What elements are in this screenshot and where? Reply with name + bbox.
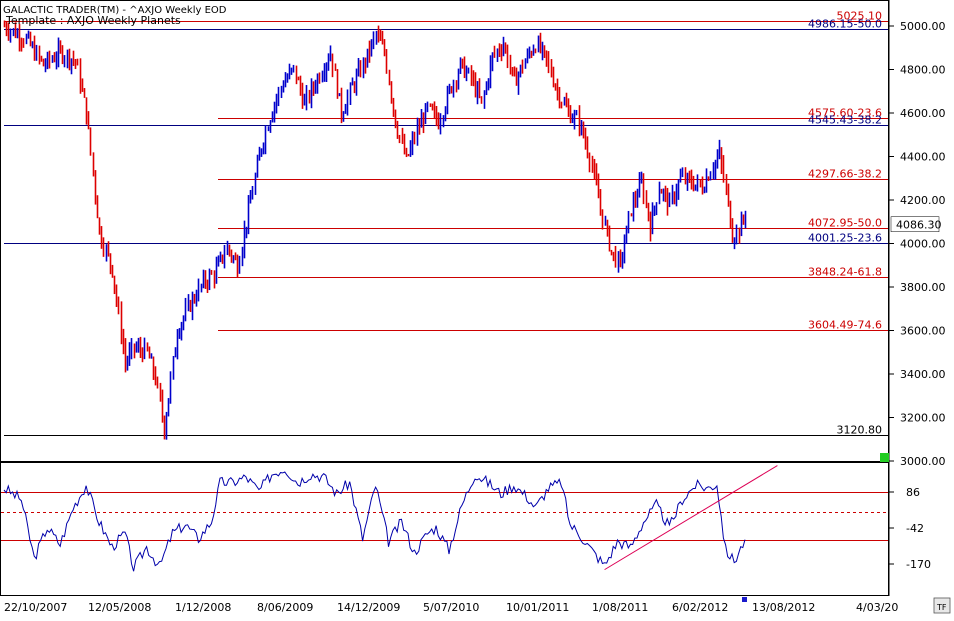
y-tick-label: 4400.00 (900, 151, 946, 164)
oscillator-line (3, 471, 746, 572)
tf-button-label: TF (936, 603, 947, 612)
osc-y-tick-label: 86 (906, 486, 920, 499)
last-price-box: 4086.30 (890, 216, 942, 232)
panel-resize-handle[interactable] (880, 453, 889, 462)
oscillator-trendline (604, 465, 778, 571)
level-label: 4545.43-38.2 (808, 114, 882, 127)
current-bar-marker (742, 597, 747, 602)
last-price-label: 4086.30 (896, 219, 942, 232)
level-label: 4072.95-50.0 (808, 217, 882, 230)
y-axis-labels: 5000.00 4800.00 4600.00 4400.00 4200.00 4000.… (889, 20, 946, 571)
x-tick-label: 5/07/2010 (423, 601, 479, 614)
level-label: 4575.60-23.6 (808, 107, 882, 120)
oscillator-plot (1, 465, 888, 572)
y-tick-label: 3400.00 (900, 368, 946, 381)
y-tick-label: 5000.00 (900, 20, 946, 33)
level-label: 4297.66-38.2 (808, 168, 882, 181)
level-label: 4986.15-50.0 (808, 18, 882, 31)
x-tick-label: 1/08/2011 (592, 601, 648, 614)
x-tick-label: 14/12/2009 (337, 601, 400, 614)
x-axis-labels: 22/10/2007 12/05/2008 1/12/2008 8/06/2009 14… (4, 601, 898, 614)
y-tick-label: 4600.00 (900, 107, 946, 120)
osc-y-tick-label: -42 (906, 522, 924, 535)
x-tick-label: 12/05/2008 (88, 601, 151, 614)
template-name: Template : AXJO Weekly Planets (5, 14, 181, 27)
x-tick-label: 8/06/2009 (257, 601, 313, 614)
level-label: 3848.24-61.8 (808, 266, 882, 279)
y-tick-label: 3200.00 (900, 412, 946, 425)
chart-title: GALACTIC TRADER(TM) - ^AXJO Weekly EOD (3, 5, 227, 16)
price-bars (3, 20, 747, 440)
level-label: 5025.10 (837, 10, 883, 23)
x-tick-label: 1/12/2008 (175, 601, 231, 614)
y-tick-label: 3600.00 (900, 325, 946, 338)
y-tick-label: 4800.00 (900, 64, 946, 77)
y-tick-label: 4000.00 (900, 238, 946, 251)
x-tick-label: 22/10/2007 (4, 601, 67, 614)
y-tick-label: 4200.00 (900, 194, 946, 207)
y-tick-label: 3800.00 (900, 281, 946, 294)
x-tick-label: 10/01/2011 (506, 601, 569, 614)
x-tick-label: 13/08/2012 (752, 601, 815, 614)
y-tick-label: 3000.00 (900, 455, 946, 468)
x-tick-label: 4/03/20 (856, 601, 898, 614)
level-label: 3604.49-74.6 (808, 319, 882, 332)
level-label: 3120.80 (837, 424, 883, 437)
osc-y-tick-label: -170 (906, 558, 931, 571)
x-tick-label: 6/02/2012 (672, 601, 728, 614)
level-label: 4001.25-23.6 (808, 232, 882, 245)
tf-button[interactable]: TF (933, 597, 951, 614)
